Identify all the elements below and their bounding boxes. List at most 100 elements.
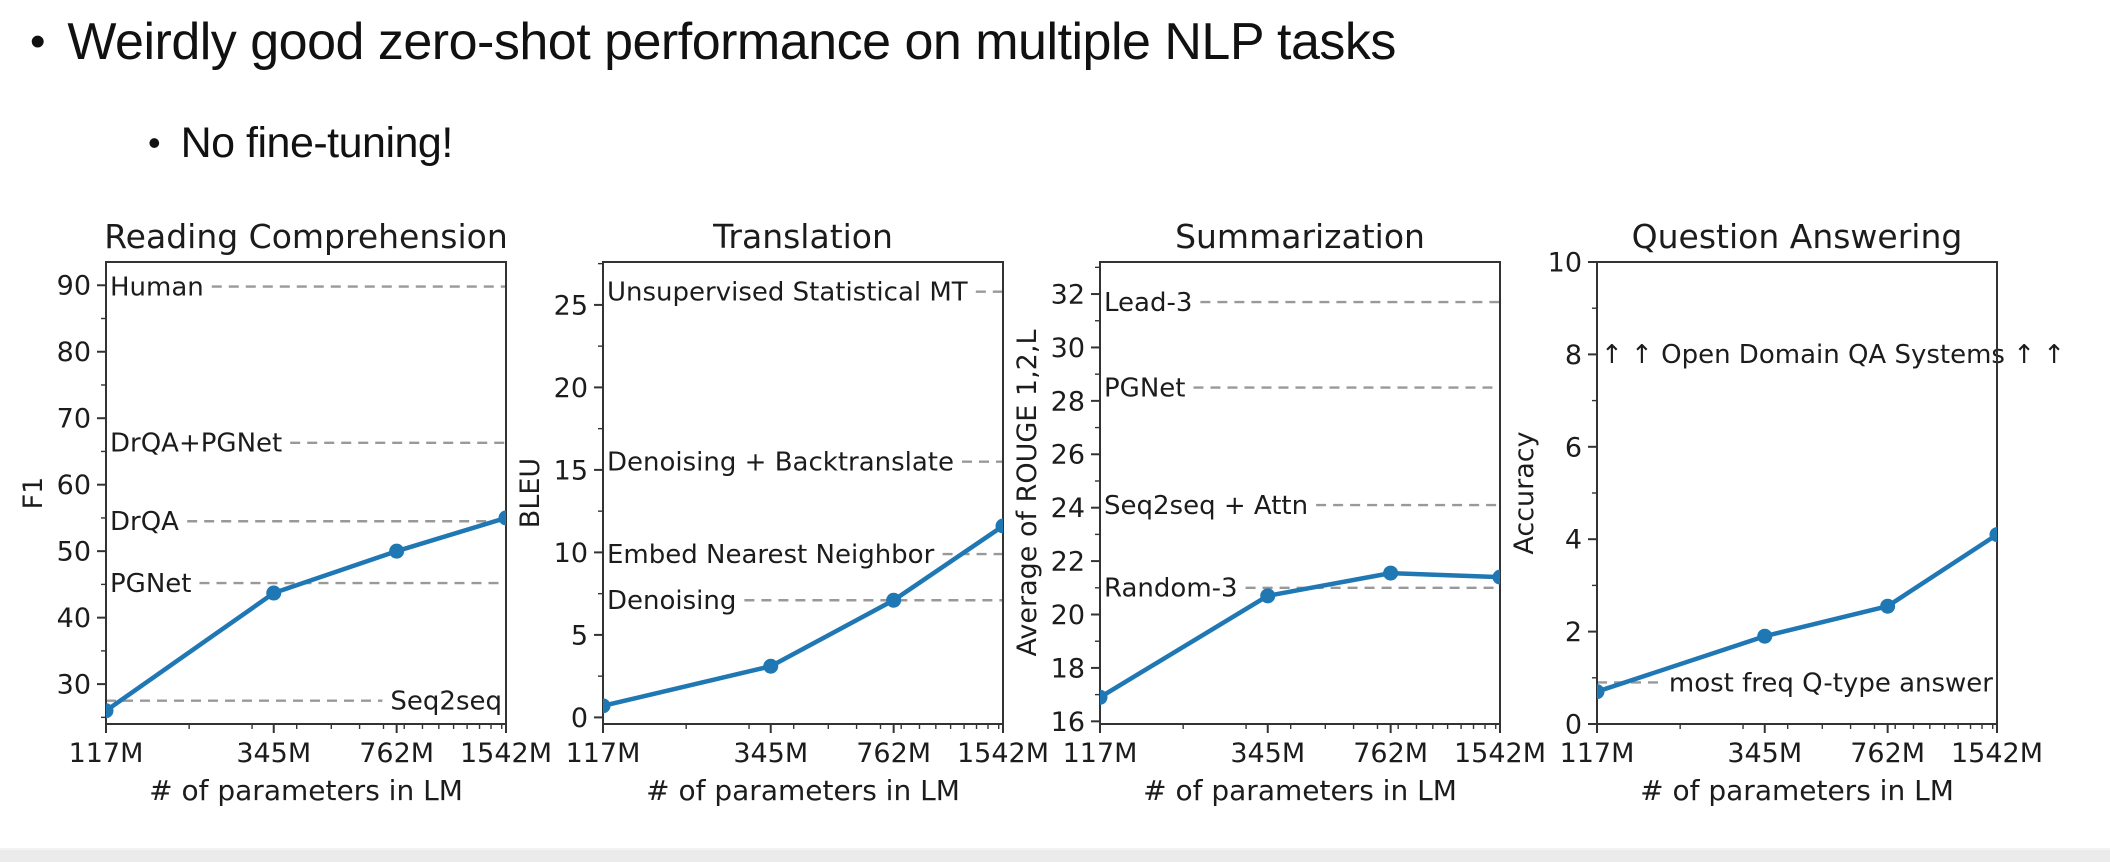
baseline-label: Seq2seq [390, 687, 502, 717]
data-series [1100, 565, 1500, 705]
baseline-label: Random-3 [1104, 574, 1238, 604]
summarization-chart: Summarization 16 18 20 22 24 26 28 30 32 117M 345M 7… [1012, 217, 1546, 807]
baseline-label: PGNet [1104, 373, 1185, 403]
y-tick-label: 40 [57, 603, 91, 634]
x-tick-label: 762M [1850, 738, 1925, 769]
chart-slot: Question Answering 0 2 4 6 8 10 117M 345M 762M 154… [1509, 217, 2065, 818]
bullet-icon: • [30, 17, 46, 66]
x-tick-label: 117M [1560, 738, 1635, 769]
x-tick-label: 1542M [460, 738, 552, 769]
chart-title: Reading Comprehension [104, 217, 508, 256]
data-line [106, 515, 506, 713]
plot-box [1596, 261, 1998, 725]
baseline-label: most freq Q-type answer [1669, 668, 1993, 698]
plot-box [1099, 261, 1501, 725]
y-tick-label: 8 [1565, 340, 1582, 371]
y-tick-label: 16 [1051, 707, 1085, 738]
x-tick-label: 1542M [1951, 738, 2043, 769]
chart-slot: Translation 0 5 10 15 20 25 117M 345M 762M 1542M # … [515, 217, 1049, 818]
data-line [1100, 570, 1500, 700]
data-point [886, 592, 902, 608]
data-line [603, 523, 1003, 709]
footer-bar [0, 848, 2110, 862]
y-tick-label: 18 [1051, 653, 1085, 684]
plot-box [105, 261, 507, 725]
slide-subtitle: No fine-tuning! [180, 119, 454, 167]
y-tick-label: 30 [1051, 333, 1085, 364]
y-tick-label: 70 [57, 404, 91, 435]
y-tick-label: 60 [57, 470, 91, 501]
baseline-label: DrQA [110, 507, 179, 537]
x-tick-label: 762M [359, 738, 434, 769]
x-tick-label: 762M [1353, 738, 1428, 769]
y-tick-label: 0 [1565, 709, 1582, 740]
data-point [1100, 689, 1108, 705]
y-tick-label: 5 [571, 620, 588, 651]
question-answering-chart: Question Answering 0 2 4 6 8 10 117M 345M 762M 154… [1509, 217, 2065, 807]
y-axis-label: BLEU [515, 458, 546, 528]
slide-title-row: • Weirdly good zero-shot performance on … [30, 10, 1396, 74]
reading-comprehension-chart: Reading Comprehension 30 40 50 60 70 80 90 117M 3… [18, 217, 552, 807]
baseline-label: Embed Nearest Neighbor [607, 540, 935, 570]
data-point [1597, 684, 1605, 700]
y-tick-label: 10 [1548, 247, 1582, 278]
x-tick-label: 345M [1727, 738, 1802, 769]
baseline-label: Denoising [607, 586, 736, 616]
y-tick-label: 0 [571, 703, 588, 734]
y-tick-label: 6 [1565, 432, 1582, 463]
data-series [106, 510, 506, 719]
y-tick-label: 10 [554, 538, 588, 569]
x-tick-label: 117M [69, 738, 144, 769]
baseline-label: PGNet [110, 569, 191, 599]
x-tick-label: 345M [1230, 738, 1305, 769]
data-point [1989, 527, 1997, 543]
data-point [995, 518, 1003, 534]
baseline-label: Human [110, 272, 204, 302]
slide-subtitle-row: • No fine-tuning! [148, 116, 453, 170]
baseline-label: Unsupervised Statistical MT [607, 278, 968, 308]
data-point [389, 543, 405, 559]
x-axis-label: # of parameters in LM [1143, 774, 1457, 807]
data-point [1757, 628, 1773, 644]
chart-title: Question Answering [1632, 217, 1963, 256]
data-line [1597, 532, 1997, 694]
data-point [266, 585, 282, 601]
data-series [1597, 527, 1997, 700]
y-tick-label: 2 [1565, 617, 1582, 648]
x-tick-label: 345M [236, 738, 311, 769]
x-tick-label: 1542M [1454, 738, 1546, 769]
y-tick-label: 30 [57, 670, 91, 701]
data-point [1492, 569, 1500, 585]
y-axis-label: Average of ROUGE 1,2,L [1012, 330, 1043, 657]
y-tick-label: 80 [57, 337, 91, 368]
y-axis-label: F1 [18, 477, 49, 510]
x-tick-label: 1542M [957, 738, 1049, 769]
chart-title: Summarization [1175, 217, 1425, 256]
data-point [498, 510, 506, 526]
data-point [1383, 565, 1399, 581]
y-tick-label: 22 [1051, 547, 1085, 578]
baseline-label: Denoising + Backtranslate [607, 447, 954, 477]
translation-chart: Translation 0 5 10 15 20 25 117M 345M 762M 1542M # … [515, 217, 1049, 807]
y-tick-label: 25 [554, 290, 588, 321]
y-tick-label: 24 [1051, 493, 1085, 524]
charts-row: Reading Comprehension 30 40 50 60 70 80 90 117M 3… [18, 217, 2065, 818]
baseline-label: Seq2seq + Attn [1104, 491, 1308, 521]
chart-title: Translation [712, 217, 893, 256]
y-tick-label: 4 [1565, 525, 1582, 556]
x-tick-label: 345M [733, 738, 808, 769]
data-point [1880, 598, 1896, 614]
y-tick-label: 28 [1051, 386, 1085, 417]
x-axis-label: # of parameters in LM [149, 774, 463, 807]
data-series [603, 518, 1003, 714]
plot-box [602, 261, 1004, 725]
y-tick-label: 50 [57, 537, 91, 568]
x-axis-label: # of parameters in LM [646, 774, 960, 807]
y-tick-label: 90 [57, 271, 91, 302]
chart-slot: Summarization 16 18 20 22 24 26 28 30 32 117M 345M 7… [1012, 217, 1546, 818]
data-point [603, 698, 611, 714]
data-point [1260, 588, 1276, 604]
baseline-label: Lead-3 [1104, 288, 1192, 318]
baseline-label: ↑ ↑ Open Domain QA Systems ↑ ↑ [1601, 340, 2065, 370]
x-axis-label: # of parameters in LM [1640, 774, 1954, 807]
